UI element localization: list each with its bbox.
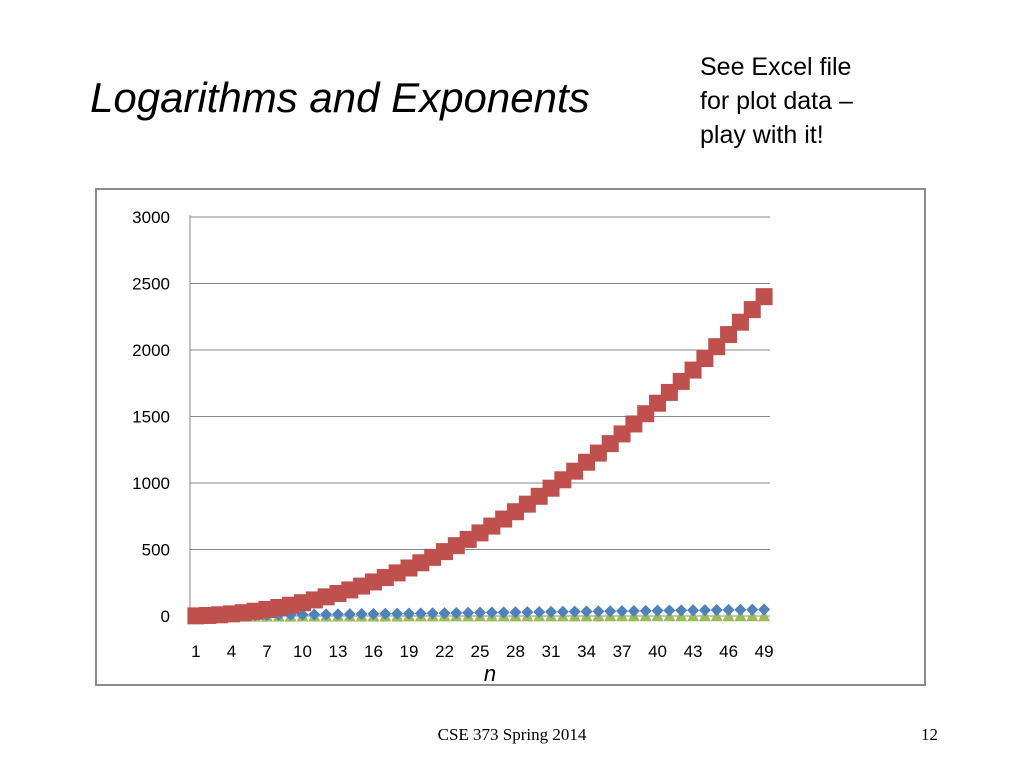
diamond-marker [698, 604, 711, 617]
x-tick-label: 34 [577, 642, 596, 661]
x-tick-label: 25 [471, 642, 490, 661]
diamond-marker [474, 606, 486, 619]
diamond-marker [391, 607, 404, 620]
x-tick-label: 46 [719, 642, 738, 661]
square-marker [743, 301, 761, 319]
x-tick-label: 43 [684, 642, 703, 661]
diamond-marker [450, 606, 463, 619]
x-tick-label: 4 [227, 642, 236, 661]
y-tick-label: 0 [161, 607, 170, 626]
chart-frame: 0 500 1000 1500 2000 2500 3000 1 4 7 10 13 16 19 22 25… [95, 188, 926, 686]
x-tick-label: 22 [435, 642, 454, 661]
x-tick-label: 10 [293, 642, 312, 661]
grid-lines [190, 216, 770, 550]
y-tick-labels: 0 500 1000 1500 2000 2500 3000 [132, 208, 170, 626]
y-tick-label: 3000 [132, 208, 170, 227]
series-square [187, 288, 773, 625]
diamond-marker [651, 604, 664, 617]
diamond-marker [710, 604, 723, 617]
diamond-marker [568, 605, 581, 618]
diamond-marker [355, 608, 368, 621]
diamond-marker [497, 606, 510, 619]
diamond-marker [545, 605, 558, 618]
diamond-marker [758, 603, 771, 616]
diamond-marker [675, 604, 688, 617]
diamond-marker [734, 603, 747, 616]
y-tick-label: 500 [142, 541, 170, 560]
diamond-marker [308, 608, 321, 621]
excel-note-line-2: for plot data – [700, 87, 853, 115]
diamond-marker [379, 607, 392, 620]
x-tick-label: 13 [328, 642, 347, 661]
diamond-marker [509, 606, 522, 619]
diamond-marker [663, 604, 676, 617]
diamond-marker [639, 604, 652, 617]
diamond-marker [722, 603, 735, 616]
x-tick-label: 1 [191, 642, 200, 661]
diamond-marker [320, 608, 333, 621]
diamond-marker [296, 608, 309, 621]
x-axis-label: n [484, 661, 496, 684]
y-tick-label: 2000 [132, 341, 170, 360]
x-tick-labels: 1 4 7 10 13 16 19 22 25 28 31 34 37 40 43 46 49 [191, 642, 773, 661]
diamond-marker [746, 603, 759, 616]
x-tick-label: 31 [542, 642, 561, 661]
diamond-marker [343, 608, 356, 621]
diamond-marker [521, 606, 534, 619]
diamond-marker [284, 608, 297, 621]
y-tick-label: 1500 [132, 408, 170, 427]
slide-title: Logarithms and Exponents [90, 74, 590, 121]
excel-note-line-1: See Excel file [700, 53, 852, 81]
diamond-marker [414, 607, 427, 620]
square-marker [755, 288, 773, 306]
x-tick-label: 37 [613, 642, 632, 661]
axes [189, 215, 770, 617]
footer-course: CSE 373 Spring 2014 [437, 725, 587, 744]
x-tick-label: 40 [648, 642, 667, 661]
diamond-marker [367, 607, 380, 620]
diamond-marker [402, 607, 415, 620]
diamond-marker [438, 607, 451, 620]
excel-note-line-3: play with it! [700, 121, 824, 149]
diamond-marker [627, 604, 640, 617]
diamond-marker [592, 605, 605, 618]
diamond-marker [604, 605, 617, 618]
excel-note: See Excel file for plot data – play with… [700, 50, 1000, 152]
diamond-marker [687, 604, 700, 617]
growth-chart: 0 500 1000 1500 2000 2500 3000 1 4 7 10 13 16 19 22 25… [132, 208, 773, 684]
diamond-marker [331, 608, 344, 621]
x-tick-label: 49 [755, 642, 774, 661]
x-tick-label: 28 [506, 642, 525, 661]
diamond-marker [616, 605, 629, 618]
diamond-marker [485, 606, 498, 619]
x-tick-label: 16 [364, 642, 383, 661]
page-number: 12 [921, 725, 938, 744]
series-markers [187, 288, 773, 625]
y-tick-label: 2500 [132, 275, 170, 294]
x-tick-label: 7 [262, 642, 271, 661]
diamond-marker [580, 605, 593, 618]
diamond-marker [426, 607, 439, 620]
diamond-marker [533, 606, 546, 619]
diamond-marker [556, 605, 569, 618]
diamond-marker [462, 606, 475, 619]
y-tick-label: 1000 [132, 474, 170, 493]
x-tick-label: 19 [400, 642, 419, 661]
